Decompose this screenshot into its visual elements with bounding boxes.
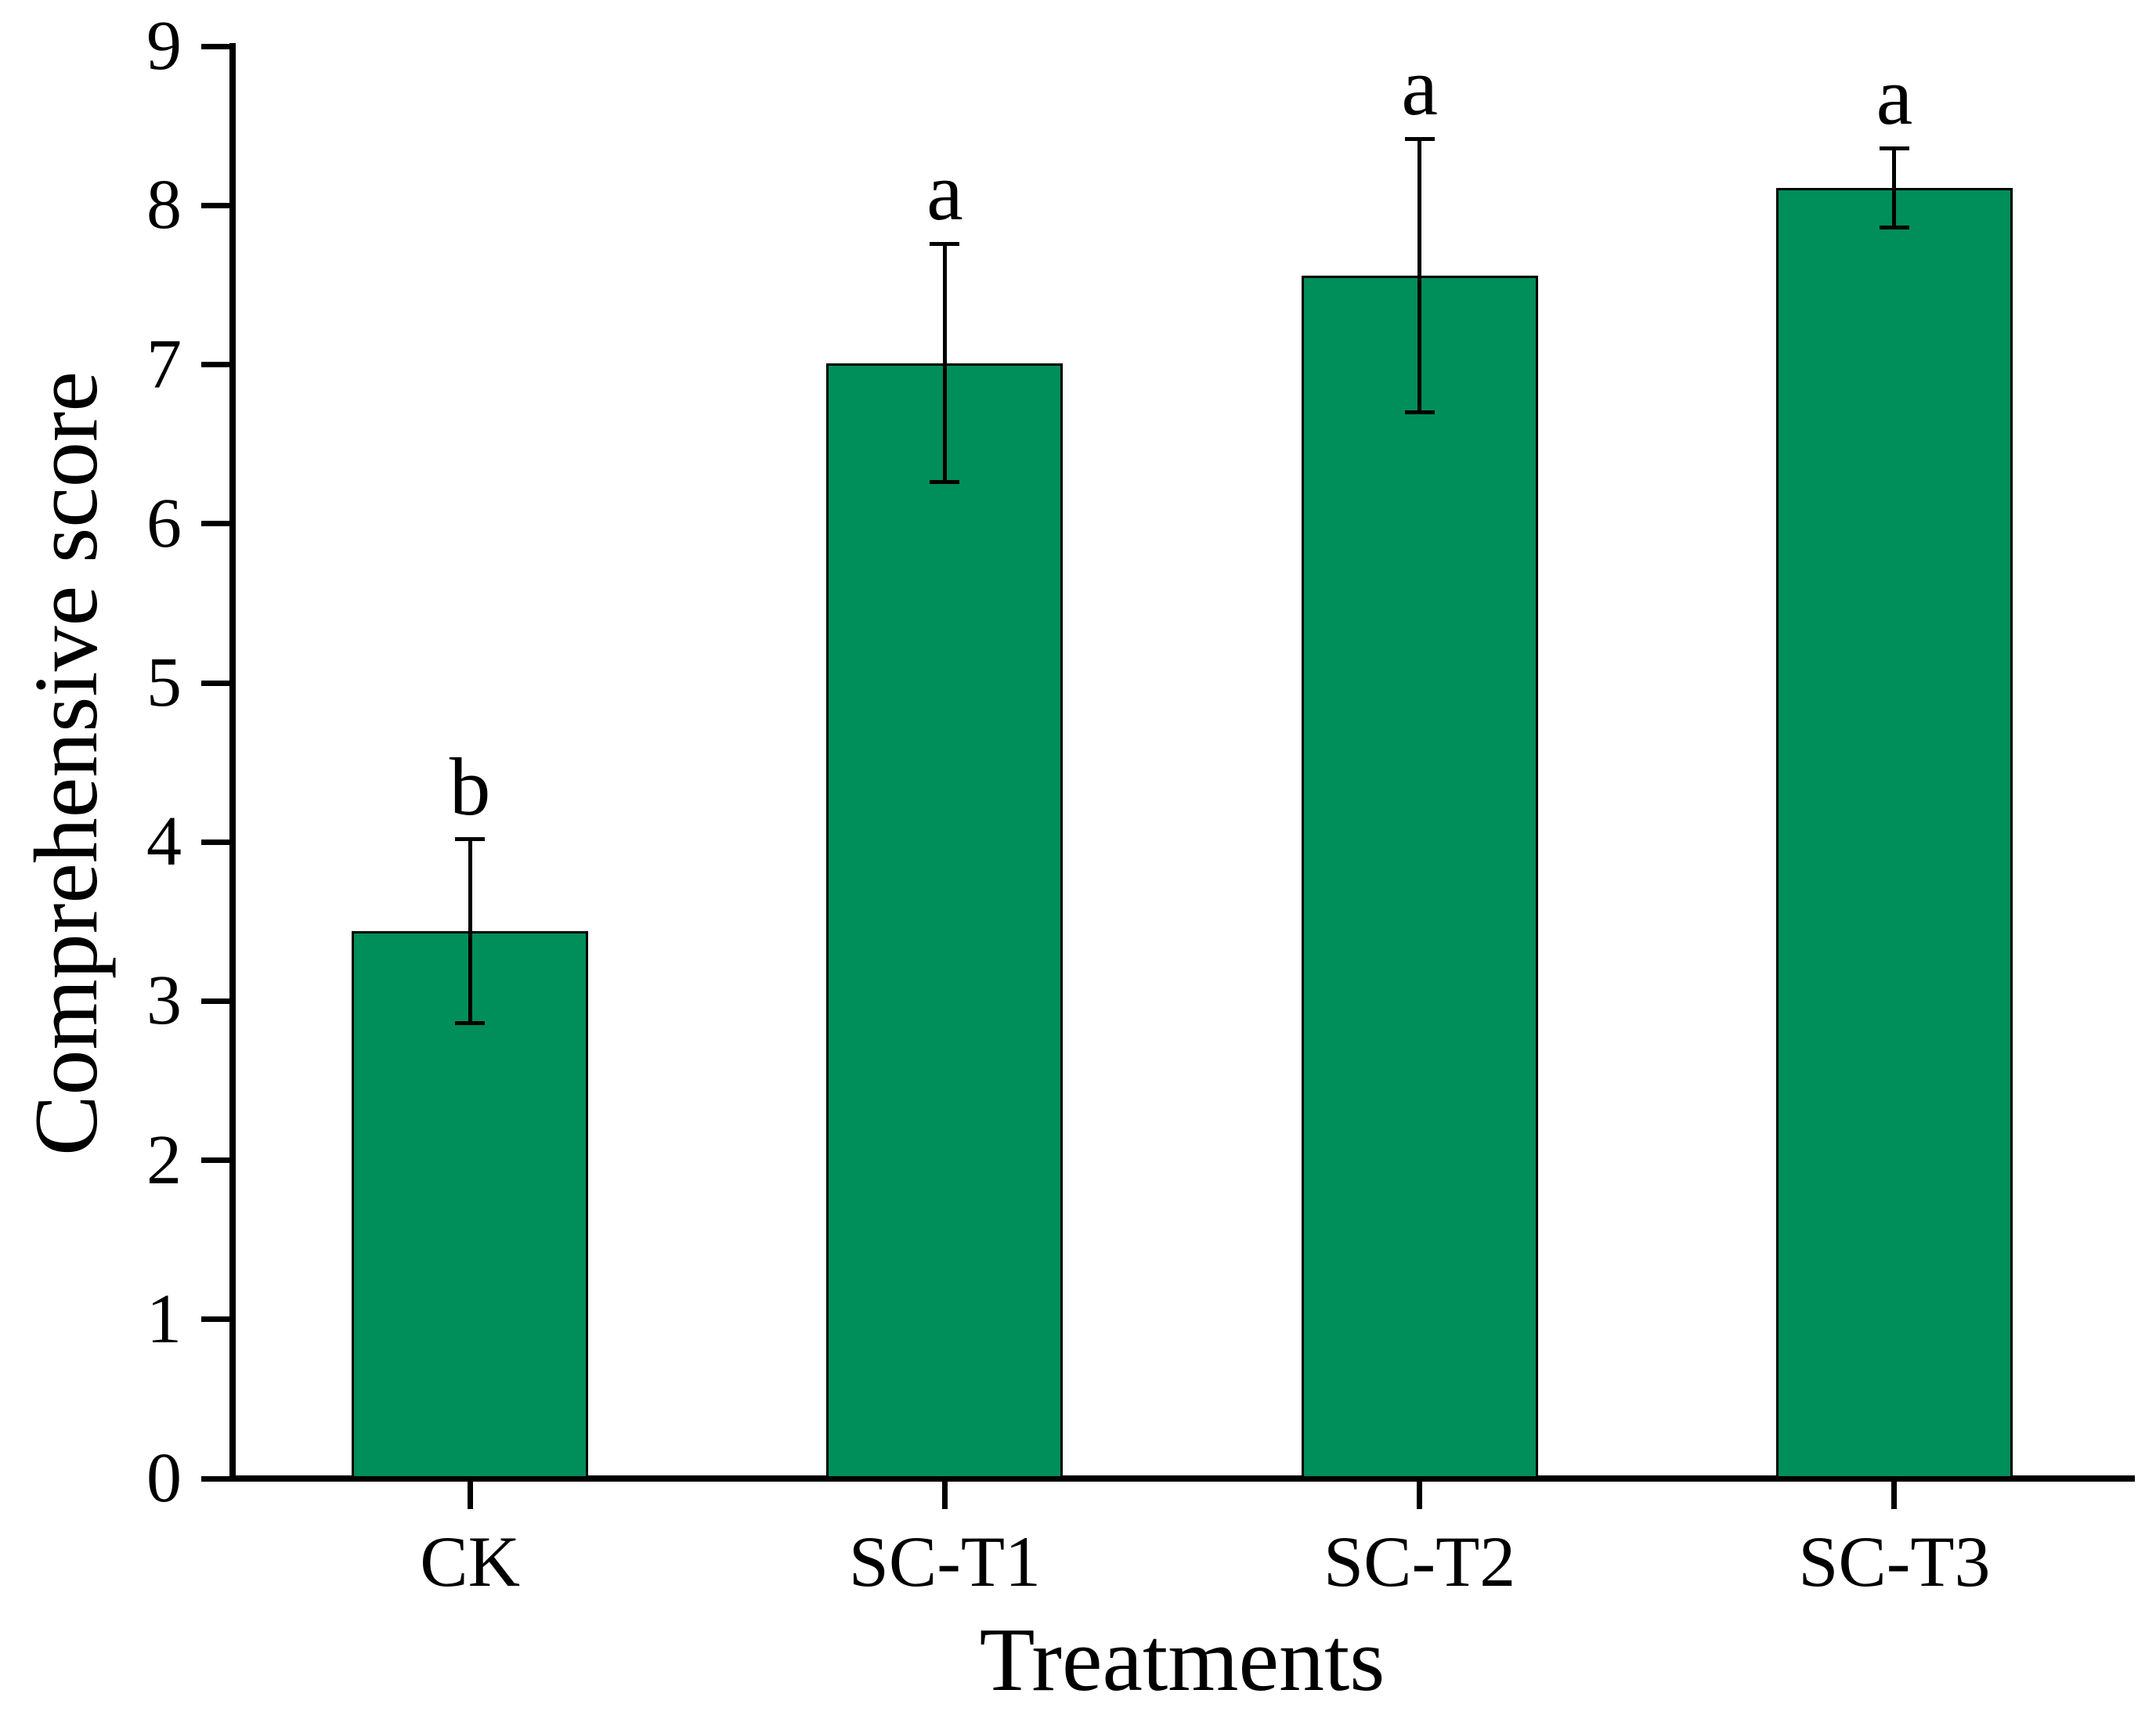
x-tick xyxy=(941,1482,948,1509)
y-tick-label-4: 4 xyxy=(146,803,182,881)
error-bar-cap-bottom xyxy=(1879,226,1909,230)
y-tick-label-7: 7 xyxy=(146,325,182,403)
y-tick-label-8: 8 xyxy=(146,166,182,244)
sig-letter-sc-t3: a xyxy=(1876,50,1913,143)
sig-letter-sc-t2: a xyxy=(1401,41,1438,133)
x-tick-label-ck: CK xyxy=(420,1522,521,1601)
error-bar-cap-bottom xyxy=(930,480,960,485)
error-bar-cap-bottom xyxy=(1404,410,1435,415)
y-tick xyxy=(201,839,229,845)
y-tick-label-3: 3 xyxy=(146,962,182,1040)
error-bar-line xyxy=(1892,148,1897,228)
sig-letter-ck: b xyxy=(449,741,491,833)
y-tick xyxy=(201,1157,229,1164)
y-tick xyxy=(201,680,229,686)
y-tick-label-6: 6 xyxy=(146,484,182,562)
error-bar-cap-top xyxy=(930,241,960,246)
error-bar-line xyxy=(1417,139,1422,413)
sig-letter-sc-t1: a xyxy=(926,146,963,238)
x-tick xyxy=(1891,1482,1898,1509)
y-tick xyxy=(201,202,229,208)
x-tick-label-sc-t2: SC-T2 xyxy=(1323,1522,1516,1601)
error-bar-line xyxy=(942,244,947,482)
error-bar-cap-top xyxy=(455,836,486,841)
bar-sc-t3 xyxy=(1775,188,2013,1479)
x-axis-title: Treatments xyxy=(979,1610,1385,1710)
y-tick-label-5: 5 xyxy=(146,644,182,721)
x-tick xyxy=(467,1482,473,1509)
y-tick xyxy=(201,998,229,1004)
x-tick-label-sc-t1: SC-T1 xyxy=(848,1522,1042,1601)
error-bar-line xyxy=(468,839,472,1024)
y-tick xyxy=(201,43,229,49)
x-axis-line xyxy=(229,1475,2135,1482)
y-tick-label-1: 1 xyxy=(146,1280,182,1358)
bar-sc-t1 xyxy=(826,363,1064,1479)
error-bar-cap-bottom xyxy=(455,1021,486,1026)
y-tick-label-9: 9 xyxy=(146,7,182,85)
x-tick xyxy=(1417,1482,1423,1509)
y-axis-line xyxy=(229,43,236,1482)
x-tick-label-sc-t3: SC-T3 xyxy=(1798,1522,1991,1601)
y-tick xyxy=(201,1475,229,1482)
y-tick xyxy=(201,521,229,527)
error-bar-cap-top xyxy=(1879,146,1909,150)
bar-sc-t2 xyxy=(1301,275,1538,1479)
y-tick-label-0: 0 xyxy=(146,1439,182,1517)
y-tick-label-2: 2 xyxy=(146,1121,182,1199)
y-tick xyxy=(201,1316,229,1323)
y-tick xyxy=(201,362,229,368)
error-bar-cap-top xyxy=(1404,136,1435,141)
